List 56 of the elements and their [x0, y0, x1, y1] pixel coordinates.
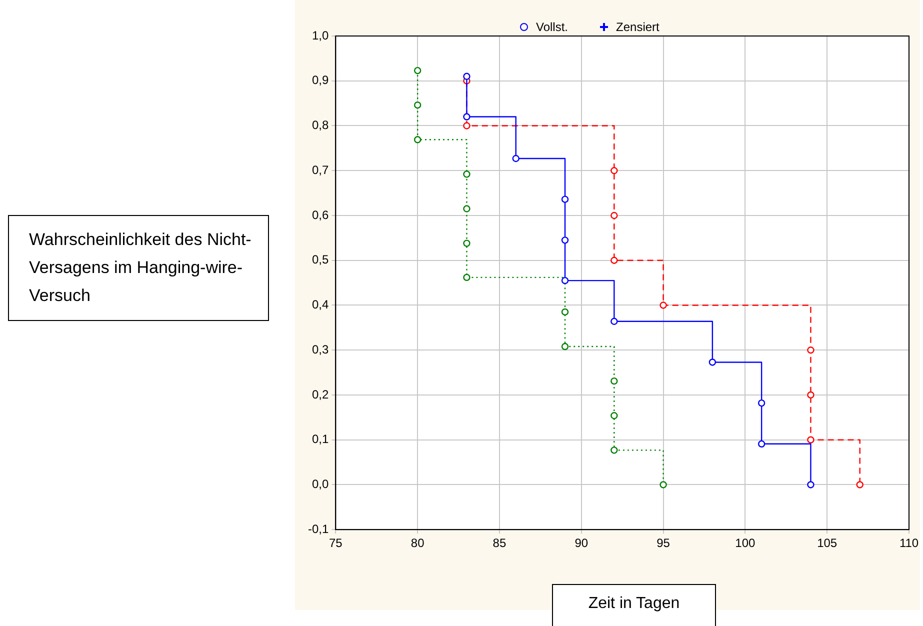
y-tick-label: 0,6: [312, 208, 329, 222]
point: [561, 196, 569, 203]
y-tick-label: 0,5: [312, 252, 329, 267]
x-tick-label: 105: [817, 536, 838, 550]
y-tick-label: -0,1: [308, 522, 329, 536]
point: [807, 391, 814, 399]
point: [414, 102, 422, 109]
x-tick-label: 85: [492, 536, 506, 550]
x-tick-label: 95: [656, 536, 670, 550]
point: [807, 481, 814, 488]
x-tick-label: 90: [574, 536, 588, 550]
point: [610, 256, 618, 264]
point: [610, 446, 618, 454]
point: [807, 436, 814, 444]
y-tick-label: 0,3: [312, 342, 329, 356]
point: [758, 399, 766, 407]
x-tick-label: 100: [735, 536, 756, 550]
y-tick-label: 0,0: [312, 477, 329, 492]
point: [463, 274, 470, 282]
point: [610, 412, 618, 420]
y-tick-label: 1,0: [312, 28, 329, 42]
x-tick-label: 80: [410, 536, 425, 550]
point: [414, 136, 422, 144]
point: [610, 167, 618, 174]
y-tick-label: 0,8: [312, 118, 329, 132]
point: [561, 276, 569, 284]
x-tick-label: 110: [899, 536, 919, 550]
point: [660, 481, 667, 488]
point: [660, 302, 667, 309]
point: [610, 377, 618, 385]
point: [610, 318, 618, 325]
y-tick-label: 0,4: [312, 298, 329, 312]
point: [708, 358, 716, 366]
point: [561, 342, 569, 350]
point: [463, 122, 470, 130]
point: [807, 346, 814, 354]
y-tick-label: 0,2: [312, 387, 329, 402]
text: Vollst.: [536, 20, 568, 34]
point: [561, 236, 569, 244]
y-tick-label: 0,1: [312, 432, 329, 446]
point: [856, 481, 864, 488]
y-axis-title: Wahrscheinlichkeit des Nicht-Versagens im Hanging-wire-Versuch: [8, 215, 269, 321]
y-tick-label: 0,9: [312, 73, 329, 88]
point: [610, 212, 618, 220]
y-tick-label: 0,7: [312, 162, 329, 177]
point: [463, 72, 470, 80]
point: [463, 170, 470, 178]
text: Zensiert: [616, 20, 660, 34]
x-tick-label: 75: [329, 536, 343, 550]
point: [561, 308, 569, 316]
point: [758, 440, 766, 448]
point: [463, 205, 470, 212]
point: [463, 240, 470, 247]
point: [512, 154, 520, 162]
point: [414, 66, 422, 74]
point: [463, 113, 470, 120]
